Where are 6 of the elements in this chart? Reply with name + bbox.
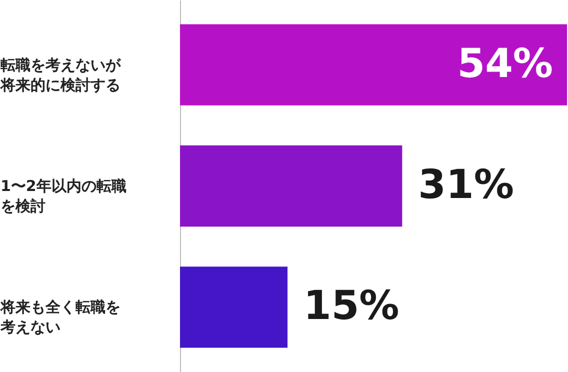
data-label: 31%	[418, 162, 514, 208]
y-tick-label: 将来も全く転職を考えない	[0, 298, 120, 336]
data-label: 15%	[304, 283, 400, 330]
data-label: 54%	[457, 40, 553, 87]
y-tick-label: 1〜2年以内の転職を検討	[0, 177, 126, 215]
y-tick-label: 転職を考えないが将来的に検討する	[0, 56, 122, 94]
